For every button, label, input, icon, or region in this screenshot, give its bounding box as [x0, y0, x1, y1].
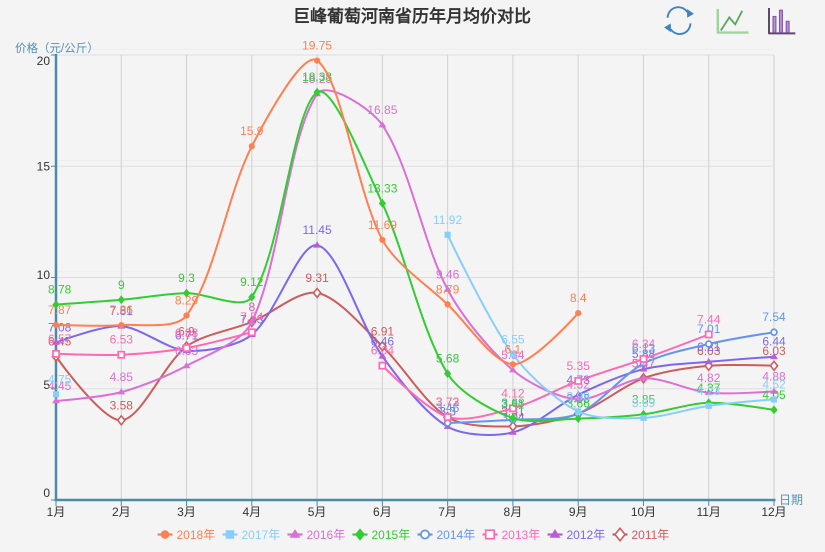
svg-text:15.9: 15.9 — [240, 124, 264, 138]
svg-text:12月: 12月 — [761, 505, 786, 519]
svg-text:6.04: 6.04 — [371, 344, 395, 358]
svg-text:7.81: 7.81 — [110, 304, 134, 318]
svg-text:6.13: 6.13 — [632, 342, 656, 356]
svg-text:4.45: 4.45 — [48, 379, 72, 393]
svg-text:5.68: 5.68 — [436, 352, 460, 366]
svg-text:3.68: 3.68 — [501, 396, 525, 410]
svg-text:6.1: 6.1 — [505, 342, 522, 356]
svg-text:4.88: 4.88 — [762, 369, 786, 383]
svg-text:3.58: 3.58 — [110, 398, 134, 412]
svg-text:2012年: 2012年 — [567, 528, 606, 542]
svg-text:5.35: 5.35 — [567, 359, 591, 373]
svg-text:4.12: 4.12 — [501, 386, 525, 400]
svg-text:7.87: 7.87 — [48, 303, 72, 317]
svg-text:18.33: 18.33 — [302, 70, 332, 84]
svg-text:3.73: 3.73 — [436, 395, 460, 409]
svg-text:6.91: 6.91 — [371, 324, 395, 338]
svg-text:6.71: 6.71 — [175, 329, 199, 343]
svg-text:6.34: 6.34 — [632, 337, 656, 351]
svg-text:2017年: 2017年 — [242, 528, 281, 542]
svg-text:8: 8 — [248, 300, 255, 314]
svg-text:2018年: 2018年 — [177, 528, 216, 542]
svg-text:4.75: 4.75 — [48, 372, 72, 386]
svg-text:6.55: 6.55 — [501, 332, 525, 346]
svg-text:5.47: 5.47 — [632, 356, 656, 370]
svg-text:10: 10 — [37, 268, 51, 282]
svg-text:2016年: 2016年 — [307, 528, 346, 542]
svg-text:9.3: 9.3 — [178, 271, 195, 285]
svg-text:9: 9 — [118, 278, 125, 292]
svg-text:6.03: 6.03 — [762, 344, 786, 358]
svg-text:3.46: 3.46 — [436, 401, 460, 415]
svg-text:2011年: 2011年 — [632, 528, 670, 542]
svg-text:18.25: 18.25 — [302, 72, 332, 86]
svg-text:7.54: 7.54 — [240, 310, 264, 324]
svg-text:3.85: 3.85 — [632, 392, 656, 406]
svg-text:3.98: 3.98 — [567, 389, 591, 403]
svg-text:6.9: 6.9 — [178, 325, 195, 339]
svg-text:3.72: 3.72 — [436, 395, 460, 409]
svg-text:8.4: 8.4 — [570, 291, 587, 305]
svg-text:2月: 2月 — [112, 505, 131, 519]
svg-text:13.33: 13.33 — [367, 181, 397, 195]
svg-text:7.86: 7.86 — [110, 303, 134, 317]
svg-text:8.29: 8.29 — [175, 294, 199, 308]
svg-text:5: 5 — [43, 378, 50, 392]
svg-text:4.05: 4.05 — [762, 388, 786, 402]
svg-text:15: 15 — [37, 160, 51, 174]
svg-text:日期: 日期 — [779, 493, 803, 507]
svg-text:2013年: 2013年 — [502, 528, 541, 542]
svg-text:19.75: 19.75 — [302, 39, 332, 53]
svg-text:巨峰葡萄河南省历年月均价对比: 巨峰葡萄河南省历年月均价对比 — [293, 6, 531, 26]
svg-text:2015年: 2015年 — [372, 528, 411, 542]
svg-text:6月: 6月 — [373, 505, 392, 519]
svg-text:8月: 8月 — [504, 505, 523, 519]
svg-text:11月: 11月 — [696, 505, 720, 519]
svg-text:11.69: 11.69 — [368, 218, 397, 232]
svg-text:6.57: 6.57 — [48, 332, 72, 346]
svg-text:4.23: 4.23 — [697, 384, 721, 398]
svg-text:3.69: 3.69 — [632, 396, 656, 410]
svg-text:20: 20 — [37, 54, 51, 68]
svg-text:8: 8 — [248, 300, 255, 314]
svg-text:6.03: 6.03 — [697, 344, 721, 358]
svg-text:4.85: 4.85 — [110, 370, 134, 384]
svg-text:4.82: 4.82 — [697, 371, 721, 385]
svg-text:6.44: 6.44 — [762, 335, 786, 349]
svg-text:4.52: 4.52 — [762, 377, 786, 391]
svg-text:9.46: 9.46 — [436, 268, 460, 282]
svg-text:8.79: 8.79 — [436, 282, 460, 296]
svg-text:9.31: 9.31 — [305, 271, 329, 285]
svg-text:0: 0 — [43, 486, 50, 500]
svg-text:2014年: 2014年 — [437, 528, 476, 542]
svg-text:11.45: 11.45 — [303, 223, 332, 237]
svg-text:3月: 3月 — [177, 505, 196, 519]
svg-text:9月: 9月 — [569, 505, 588, 519]
svg-text:7.01: 7.01 — [697, 322, 721, 336]
svg-text:6.46: 6.46 — [371, 334, 395, 348]
svg-text:7.54: 7.54 — [762, 310, 786, 324]
svg-text:4月: 4月 — [242, 505, 261, 519]
svg-text:6.83: 6.83 — [175, 326, 199, 340]
svg-text:7.44: 7.44 — [697, 313, 721, 327]
svg-text:1月: 1月 — [47, 505, 66, 519]
svg-text:价格（元/公斤）: 价格（元/公斤） — [15, 41, 99, 55]
svg-text:7月: 7月 — [438, 505, 457, 519]
svg-text:3.66: 3.66 — [567, 397, 591, 411]
svg-text:4.37: 4.37 — [697, 381, 721, 395]
svg-text:16.85: 16.85 — [367, 103, 397, 117]
svg-text:8.78: 8.78 — [48, 283, 72, 297]
svg-text:11.92: 11.92 — [433, 213, 462, 227]
svg-text:6.53: 6.53 — [110, 333, 134, 347]
svg-text:9.12: 9.12 — [240, 275, 264, 289]
svg-text:10月: 10月 — [631, 505, 656, 519]
svg-text:5月: 5月 — [308, 505, 327, 519]
